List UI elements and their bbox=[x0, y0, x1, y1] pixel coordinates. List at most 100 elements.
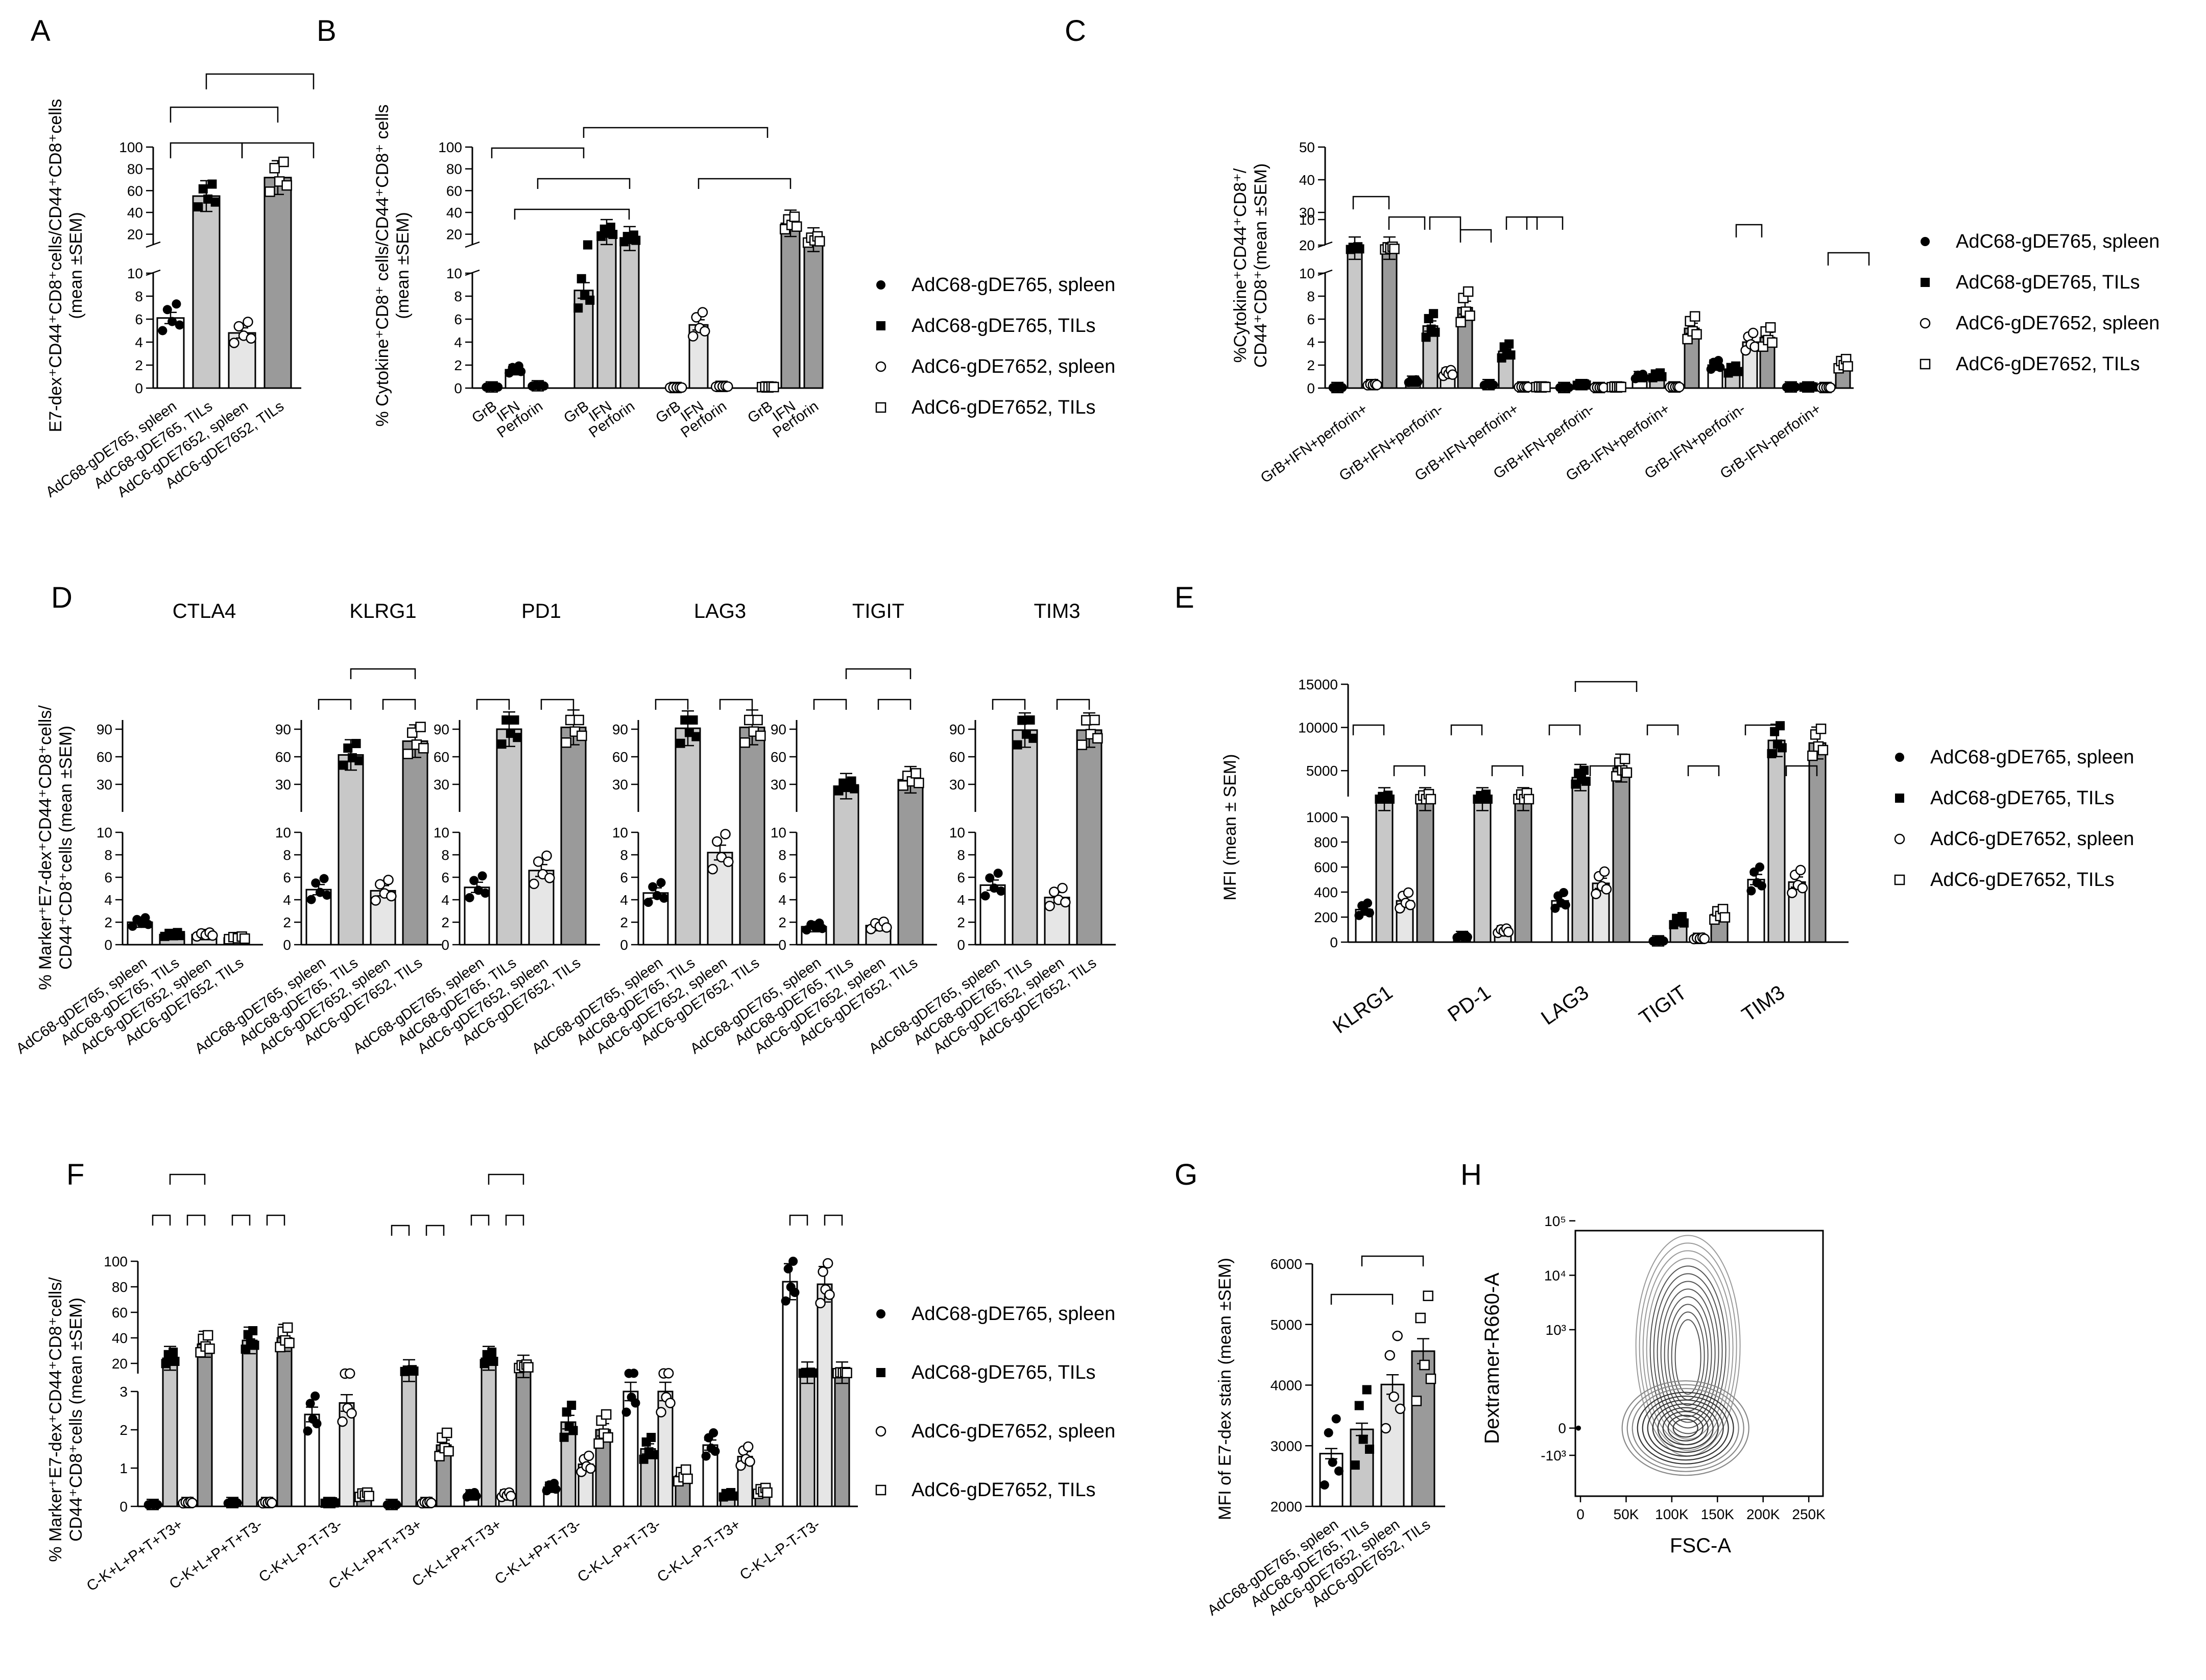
panel-g-point bbox=[1380, 1423, 1392, 1434]
panel-d-lag3-point bbox=[691, 732, 701, 741]
panel-e-ytick-label: 1000 bbox=[1306, 809, 1338, 825]
panel-f-point bbox=[443, 1446, 454, 1457]
panel-b-point bbox=[606, 223, 615, 232]
panel-d-pd1-ytick-label: 4 bbox=[441, 892, 449, 908]
panel-d-pd1-bar bbox=[560, 726, 587, 946]
panel-f-point bbox=[790, 1288, 800, 1297]
panel-f-legend-marker bbox=[875, 1426, 886, 1437]
panel-d-tigit-ytick-label: 8 bbox=[778, 847, 786, 863]
panel-d-tim3-title: TIM3 bbox=[1034, 600, 1080, 622]
panel-b-break-mark-top bbox=[465, 241, 480, 248]
panel-c-point bbox=[1715, 363, 1725, 372]
panel-c-point bbox=[1581, 380, 1591, 390]
panel-e-point bbox=[1363, 898, 1373, 908]
panel-d-tim3-point bbox=[1017, 715, 1027, 725]
panel-e-legend-marker bbox=[1894, 833, 1905, 845]
panel-e-point bbox=[1679, 918, 1689, 928]
panel-f-significance-bracket bbox=[505, 1214, 524, 1226]
panel-b-significance-bracket bbox=[491, 147, 585, 158]
panel-b-bar bbox=[803, 238, 824, 389]
panel-c-legend-label: AdC68-gDE765, TILs bbox=[1956, 272, 2140, 293]
panel-d-ctla4-ytick-label: 6 bbox=[104, 870, 112, 885]
panel-f-point bbox=[665, 1398, 676, 1408]
panel-f-point bbox=[648, 1450, 658, 1459]
panel-d-pd1-point bbox=[465, 893, 474, 902]
panel-d-tim3-ytick-label: 0 bbox=[957, 937, 965, 953]
panel-f-point bbox=[680, 1464, 691, 1475]
panel-d-pd1-significance-bracket bbox=[476, 699, 510, 710]
panel-b-legend-marker bbox=[875, 402, 886, 413]
panel-a-point bbox=[269, 163, 280, 174]
panel-d-lag3-point bbox=[720, 829, 731, 839]
panel-a-point bbox=[210, 197, 220, 207]
panel-c-ylabel: CD44⁺CD8⁺(mean ±SEM) bbox=[1251, 163, 1270, 368]
panel-e-ytick-label: 0 bbox=[1330, 934, 1338, 950]
panel-d-klrg1-significance-bracket bbox=[382, 699, 416, 710]
panel-f-point bbox=[426, 1498, 437, 1508]
panel-f-bar bbox=[197, 1343, 213, 1507]
panel-d-ylabel: % Marker⁺E7-dex⁺CD44⁺CD8⁺cells/ bbox=[36, 705, 55, 990]
panel-g-point bbox=[1395, 1403, 1406, 1414]
panel-b-legend-marker bbox=[876, 321, 885, 330]
panel-g-point bbox=[1320, 1480, 1329, 1490]
panel-b-ylabel: (mean ±SEM) bbox=[393, 212, 413, 319]
panel-c-ytick-label: 2 bbox=[1307, 357, 1315, 373]
panel-f-point bbox=[567, 1401, 577, 1410]
panel-d-pd1-bar bbox=[496, 728, 522, 946]
panel-f-point bbox=[344, 1368, 355, 1379]
panel-d-ctla4-ytick-label: 10 bbox=[97, 825, 112, 841]
panel-d-pd1-point bbox=[497, 739, 507, 749]
panel-d-tim3-ytick-label: 8 bbox=[957, 847, 965, 863]
panel-h-contour-line bbox=[1652, 1403, 1719, 1453]
panel-c-point bbox=[1808, 382, 1818, 392]
panel-f-legend-marker bbox=[876, 1309, 885, 1318]
panel-d-tim3-point bbox=[1060, 897, 1071, 908]
panel-h-contour-line bbox=[1667, 1304, 1709, 1406]
panel-label-g: G bbox=[1174, 1158, 1197, 1191]
panel-e-point bbox=[1807, 750, 1818, 761]
panel-f-significance-bracket bbox=[231, 1214, 251, 1226]
panel-b-legend-label: AdC6-gDE7652, spleen bbox=[912, 356, 1115, 377]
panel-f-point bbox=[815, 1298, 826, 1309]
panel-b-ytick-label: 10 bbox=[446, 266, 462, 281]
panel-c-ytick-label: 20 bbox=[1299, 237, 1315, 253]
panel-b-significance-bracket bbox=[514, 208, 630, 220]
panel-d-tigit-significance-bracket bbox=[877, 699, 912, 710]
panel-d-lag3-point bbox=[676, 738, 685, 748]
panel-c-point bbox=[1447, 369, 1458, 380]
panel-d-klrg1-point bbox=[418, 743, 429, 754]
panel-f-point bbox=[232, 1498, 242, 1508]
panel-e-significance-bracket bbox=[1548, 724, 1581, 735]
panel-d-klrg1-ytick-label: 4 bbox=[283, 892, 291, 908]
panel-c-significance-bracket bbox=[1505, 216, 1538, 230]
panel-d-tigit-significance-bracket bbox=[813, 699, 847, 710]
panel-h-xtick-label: 200K bbox=[1746, 1506, 1780, 1522]
panel-c-point bbox=[1616, 381, 1626, 393]
panel-f-bar bbox=[817, 1283, 833, 1507]
panel-d-tigit-significance-bracket bbox=[845, 668, 912, 679]
panel-d-ctla4-point bbox=[176, 931, 185, 941]
panel-f-point bbox=[663, 1368, 674, 1379]
panel-d-pd1-ytick-label: 6 bbox=[441, 870, 449, 885]
panel-c-point bbox=[1747, 327, 1759, 339]
panel-f-legend-marker bbox=[875, 1484, 886, 1496]
panel-f-bar bbox=[162, 1357, 178, 1507]
panel-d-tim3-ytick-label: 6 bbox=[957, 870, 965, 885]
panel-b-ytick-label: 6 bbox=[454, 311, 462, 327]
panel-g-point bbox=[1328, 1457, 1337, 1467]
panel-d-tigit-ytick-label: 4 bbox=[778, 892, 786, 908]
panel-e-ylabel: MFI (mean ± SEM) bbox=[1220, 754, 1240, 901]
panel-e-significance-bracket bbox=[1589, 765, 1622, 776]
panel-b-bar bbox=[596, 231, 617, 389]
panel-e-legend-label: AdC68-gDE765, TILs bbox=[1930, 787, 2115, 809]
panel-d-ctla4-ytick-label: 2 bbox=[104, 915, 112, 930]
panel-b-point bbox=[789, 211, 800, 222]
panel-a-point bbox=[265, 186, 275, 197]
panel-c-legend-label: AdC68-gDE765, spleen bbox=[1956, 231, 2160, 252]
panel-f-significance-bracket bbox=[186, 1214, 206, 1226]
panel-d-klrg1-bar bbox=[338, 754, 364, 946]
panel-e-significance-bracket bbox=[1785, 765, 1818, 776]
panel-f-point bbox=[762, 1487, 773, 1498]
panel-f-bar bbox=[782, 1281, 798, 1507]
